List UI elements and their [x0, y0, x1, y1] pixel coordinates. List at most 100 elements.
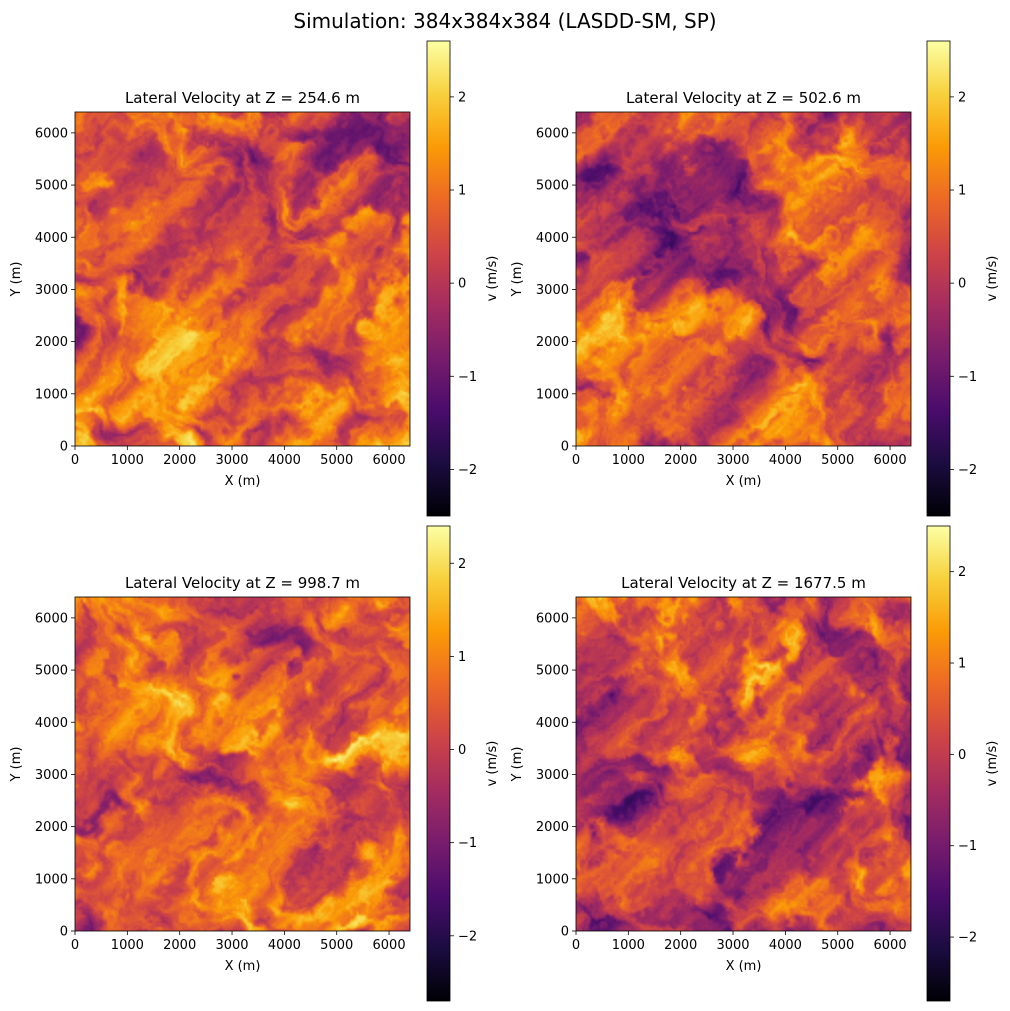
y-axis-label: Y (m): [510, 262, 525, 298]
subplot-3: Lateral Velocity at Z = 998.7 m 0 1000 2000…: [9, 525, 500, 1002]
x-tick-label: 2000: [163, 938, 196, 953]
x-tick-label: 3000: [215, 453, 248, 468]
y-tick-label: 1000: [35, 872, 68, 887]
colorbar-tick-label: −1: [958, 839, 977, 854]
x-axis-label: X (m): [726, 959, 762, 974]
x-tick-label: 5000: [821, 938, 854, 953]
x-tick-label: 2000: [163, 453, 196, 468]
y-tick-label: 3000: [536, 768, 569, 783]
colorbar-tick-label: −2: [958, 931, 977, 946]
heatmap-image: [75, 112, 410, 446]
y-tick-label: 2000: [35, 820, 68, 835]
y-tick-label: 6000: [35, 611, 68, 626]
subplot-4: Lateral Velocity at Z = 1677.5 m0 1000 200…: [510, 525, 1000, 1002]
y-tick-label: 0: [561, 925, 569, 940]
y-tick-label: 4000: [536, 231, 569, 246]
y-tick-label: 6000: [536, 126, 569, 141]
x-tick-label: 1000: [612, 938, 645, 953]
subplot-title: Lateral Velocity at Z = 998.7 m: [125, 574, 360, 592]
y-tick-label: 0: [60, 925, 68, 940]
y-tick-label: 3000: [536, 283, 569, 298]
x-axis-label: X (m): [225, 474, 261, 489]
y-tick-label: 5000: [536, 664, 569, 679]
x-tick-label: 6000: [874, 453, 907, 468]
x-tick-label: 6000: [373, 453, 406, 468]
x-tick-label: 0: [572, 453, 580, 468]
y-tick-label: 5000: [35, 664, 68, 679]
x-tick-label: 0: [572, 938, 580, 953]
y-tick-label: 5000: [536, 179, 569, 194]
colorbar-tick-label: 1: [958, 184, 966, 199]
y-axis-label: Y (m): [510, 747, 525, 783]
y-tick-label: 5000: [35, 179, 68, 194]
y-tick-label: 3000: [35, 768, 68, 783]
colorbar-tick-label: 2: [958, 565, 966, 580]
x-tick-label: 0: [71, 453, 79, 468]
colorbar-tick-label: 2: [458, 557, 466, 572]
colorbar: [926, 40, 951, 517]
colorbar-tick-label: −2: [458, 463, 477, 478]
x-tick-label: 1000: [111, 938, 144, 953]
x-tick-label: 3000: [716, 453, 749, 468]
y-tick-label: 2000: [536, 335, 569, 350]
x-tick-label: 6000: [373, 938, 406, 953]
heatmap-image: [576, 597, 911, 931]
subplot-title: Lateral Velocity at Z = 502.6 m: [626, 89, 861, 107]
subplot-title: Lateral Velocity at Z = 1677.5 m: [621, 574, 866, 592]
colorbar-label: v (m/s): [985, 256, 1000, 302]
y-tick-label: 3000: [35, 283, 68, 298]
colorbar-tick-label: 1: [458, 184, 466, 199]
x-axis-label: X (m): [225, 959, 261, 974]
y-tick-label: 4000: [35, 716, 68, 731]
y-tick-label: 4000: [536, 716, 569, 731]
axes-frame: [74, 596, 411, 932]
colorbar-label: v (m/s): [485, 256, 500, 302]
x-tick-label: 4000: [769, 453, 802, 468]
colorbar-tick-label: 0: [958, 748, 966, 763]
heatmap-image: [576, 112, 911, 446]
colorbar-tick-label: 2: [958, 90, 966, 105]
x-tick-label: 2000: [664, 938, 697, 953]
subplot-title: Lateral Velocity at Z = 254.6 m: [125, 89, 360, 107]
colorbar-tick-label: −1: [458, 370, 477, 385]
colorbar-tick-label: 1: [958, 657, 966, 672]
x-tick-label: 1000: [612, 453, 645, 468]
axes-frame: [575, 596, 912, 932]
axes-frame: [575, 111, 912, 447]
x-tick-label: 6000: [874, 938, 907, 953]
x-tick-label: 4000: [769, 938, 802, 953]
x-tick-label: 0: [71, 938, 79, 953]
figure-suptitle: Simulation: 384x384x384 (LASDD-SM, SP): [293, 9, 716, 33]
x-axis-label: X (m): [726, 474, 762, 489]
y-tick-label: 2000: [35, 335, 68, 350]
y-tick-label: 1000: [536, 872, 569, 887]
axes-frame: [74, 111, 411, 447]
x-tick-label: 2000: [664, 453, 697, 468]
x-tick-label: 4000: [268, 453, 301, 468]
x-tick-label: 5000: [320, 938, 353, 953]
colorbar-tick-label: 0: [458, 277, 466, 292]
colorbar: [426, 525, 451, 1002]
x-tick-label: 3000: [716, 938, 749, 953]
heatmap-image: [75, 597, 410, 931]
x-tick-label: 5000: [320, 453, 353, 468]
y-tick-label: 6000: [536, 611, 569, 626]
x-tick-label: 3000: [215, 938, 248, 953]
y-tick-label: 2000: [536, 820, 569, 835]
y-axis-label: Y (m): [9, 262, 24, 298]
colorbar-tick-label: −2: [458, 929, 477, 944]
colorbar: [426, 40, 451, 517]
colorbar-tick-label: 2: [458, 90, 466, 105]
colorbar-tick-label: −1: [458, 836, 477, 851]
subplot-2: Lateral Velocity at Z = 502.6 m 0 1000 2000…: [510, 40, 1000, 517]
y-tick-label: 0: [60, 440, 68, 455]
colorbar-tick-label: −1: [958, 370, 977, 385]
y-tick-label: 6000: [35, 126, 68, 141]
x-tick-label: 4000: [268, 938, 301, 953]
colorbar-label: v (m/s): [985, 741, 1000, 787]
colorbar-tick-label: −2: [958, 463, 977, 478]
subplot-1: Lateral Velocity at Z = 254.6 m 0 1000 2000…: [9, 40, 500, 517]
y-tick-label: 1000: [35, 387, 68, 402]
colorbar-label: v (m/s): [485, 741, 500, 787]
